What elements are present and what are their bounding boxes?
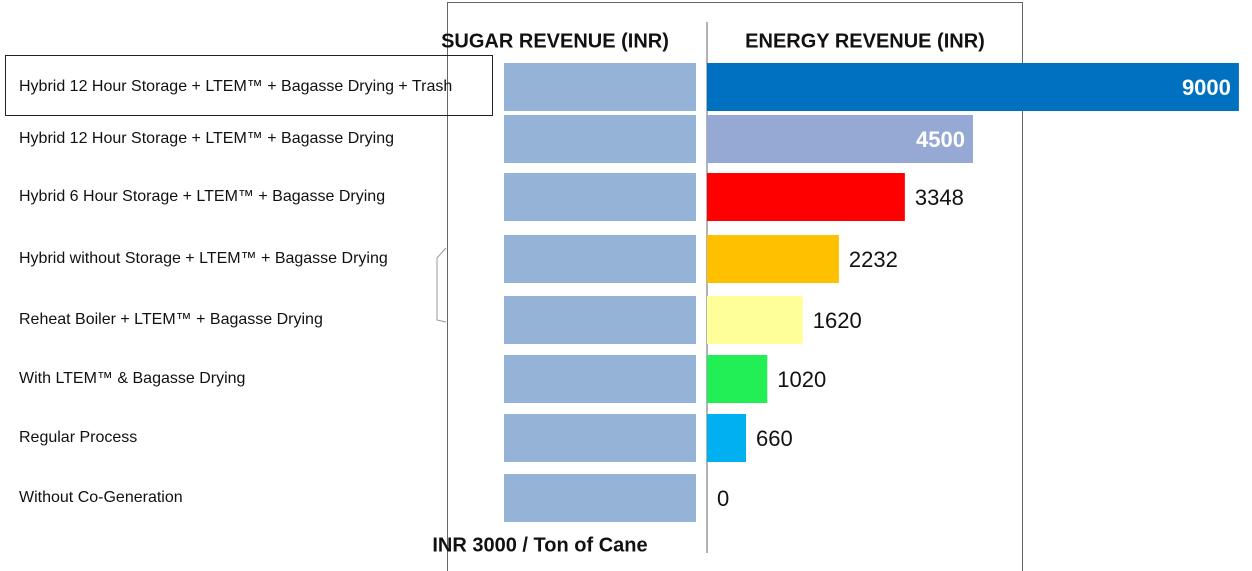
category-label: Hybrid 6 Hour Storage + LTEM™ + Bagasse … [19, 188, 386, 205]
annotation: INR 3000 / Ton of Cane [432, 534, 647, 556]
value-label: 0 [717, 486, 729, 511]
sugar-bar [504, 115, 696, 163]
bracket [436, 247, 447, 323]
category-label: Without Co-Generation [19, 489, 183, 506]
energy-bar [707, 115, 973, 163]
sugar-bar [504, 414, 696, 462]
energy-bar [707, 173, 905, 221]
category-label: Hybrid 12 Hour Storage + LTEM™ + Bagasse… [19, 78, 453, 95]
sugar-bar [504, 296, 696, 344]
value-label: 660 [756, 426, 793, 451]
sugar-bar [504, 235, 696, 283]
category-label: Regular Process [19, 429, 138, 446]
sugar-bar [504, 474, 696, 522]
category-label: Reheat Boiler + LTEM™ + Bagasse Drying [19, 311, 323, 328]
energy-bar [707, 63, 1239, 111]
category-label: Hybrid 12 Hour Storage + LTEM™ + Bagasse… [19, 130, 394, 147]
value-label: 2232 [849, 247, 898, 272]
value-label: 1620 [813, 308, 862, 333]
sugar-bar [504, 355, 696, 403]
frame [447, 2, 1023, 571]
energy-bar [707, 235, 839, 283]
energy-bar [707, 296, 803, 344]
value-label: 3348 [915, 185, 964, 210]
category-label: With LTEM™ & Bagasse Drying [19, 370, 246, 387]
energy-bar [707, 355, 768, 403]
value-label: 9000 [1182, 75, 1231, 100]
value-label: 4500 [916, 127, 965, 152]
highlight-box [5, 55, 493, 116]
sugar-bar [504, 63, 696, 111]
value-label: 1020 [777, 367, 826, 392]
energy-header: ENERGY REVENUE (INR) [745, 30, 985, 52]
sugar-header: SUGAR REVENUE (INR) [441, 30, 669, 52]
energy-bar [707, 414, 747, 462]
category-label: Hybrid without Storage + LTEM™ + Bagasse… [19, 250, 388, 267]
sugar-bar [504, 173, 696, 221]
